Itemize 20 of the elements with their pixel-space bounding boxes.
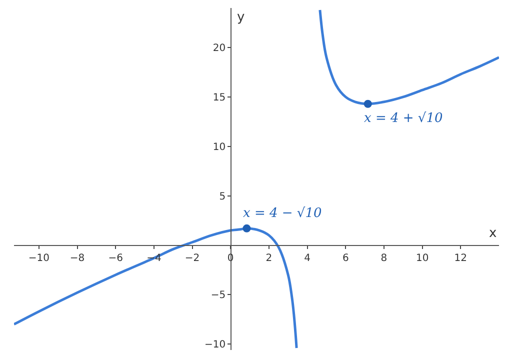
x-tick-label: 2 [266, 253, 272, 264]
x-tick-label: 4 [304, 253, 310, 264]
x-tick-label: −2 [184, 253, 200, 264]
x-tick-label: −10 [28, 253, 50, 264]
y-tick-label: −10 [204, 340, 226, 351]
y-tick-label: −5 [210, 290, 226, 302]
x-tick-label: 8 [380, 253, 388, 264]
x-axis-title: x [489, 226, 497, 241]
y-tick-label: 20 [212, 43, 226, 54]
y-tick-label: 5 [219, 191, 226, 202]
x-tick-label: 10 [416, 253, 429, 264]
annotation: x = 4 − √10 [243, 206, 322, 221]
x-tick-label: 6 [342, 253, 349, 264]
x-tick-label: −6 [108, 253, 123, 264]
x-tick-label: 12 [454, 253, 468, 264]
y-tick-label: 10 [212, 142, 226, 153]
annotation: x = 4 + √10 [364, 111, 443, 126]
y-tick-label: 15 [212, 92, 226, 104]
y-axis-title: y [237, 10, 245, 25]
x-tick-label: −8 [70, 253, 85, 264]
